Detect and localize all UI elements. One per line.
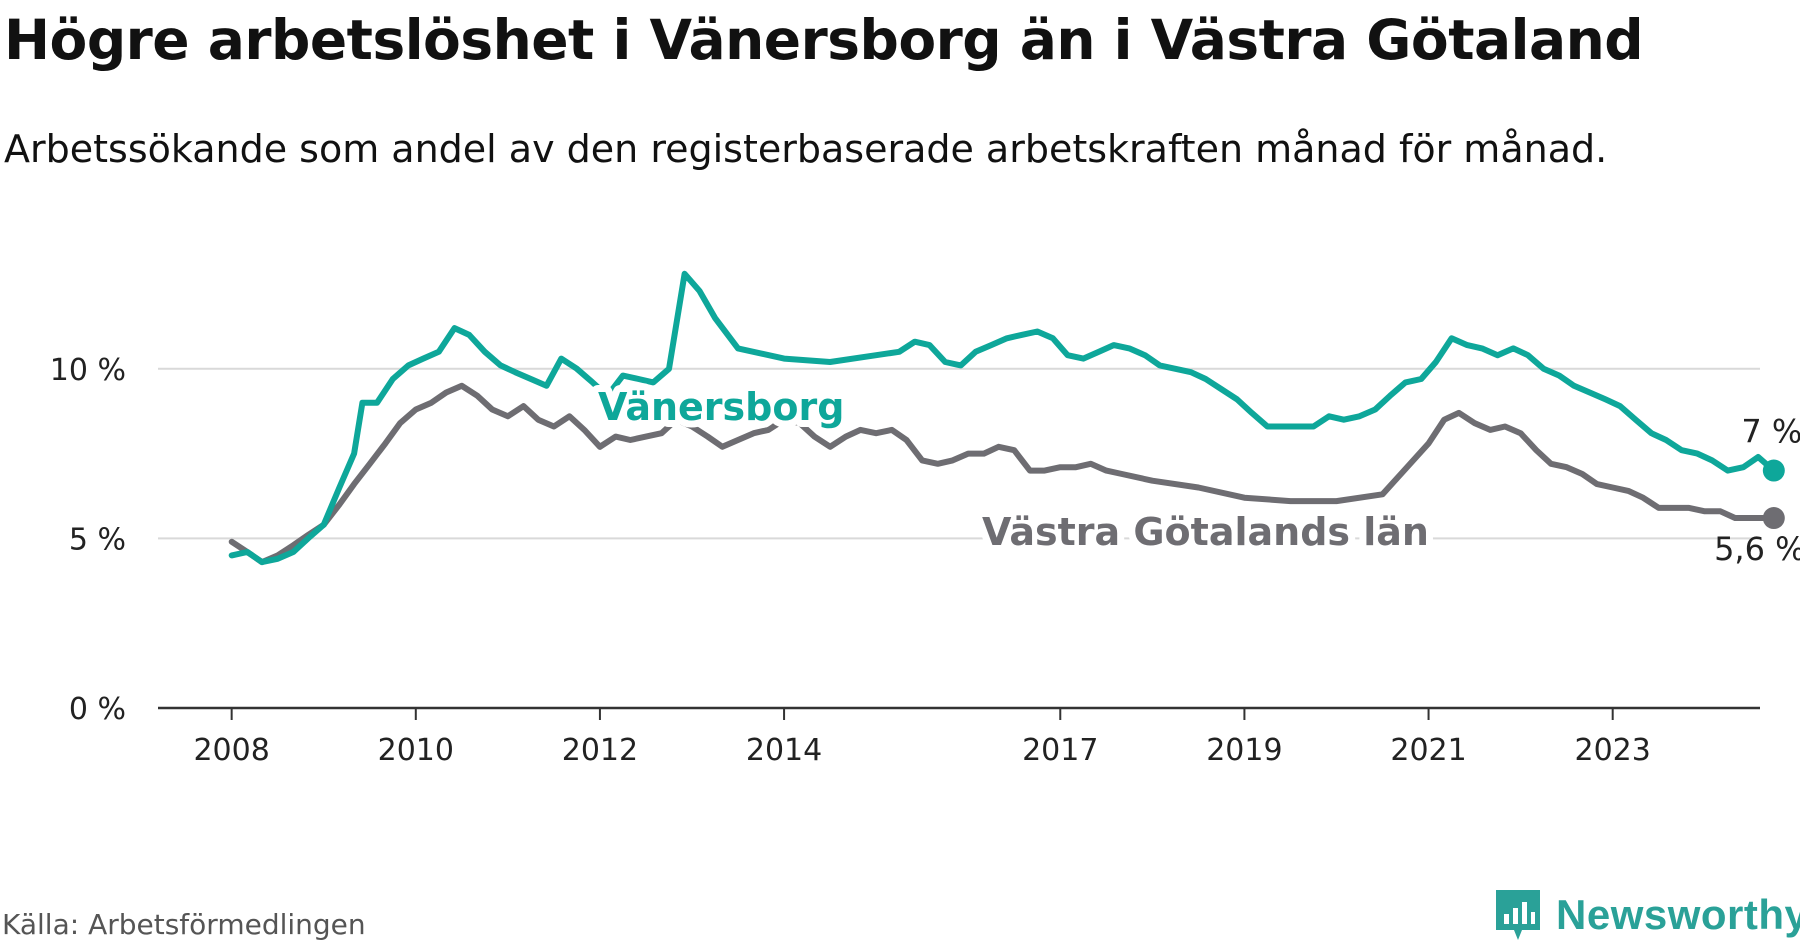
series-end-dot-vastra-gotaland bbox=[1762, 507, 1785, 530]
newsworthy-logo-icon bbox=[1496, 890, 1540, 940]
chart-title: Högre arbetslöshet i Vänersborg än i Väs… bbox=[4, 8, 1644, 72]
series-label-vanersborg-halo: Vänersborg bbox=[598, 385, 844, 429]
series-label-vanersborg: Vänersborg bbox=[598, 385, 844, 429]
chart-subtitle: Arbetssökande som andel av den registerb… bbox=[4, 127, 1608, 171]
y-tick-label: 10 % bbox=[50, 353, 126, 388]
x-tick-label: 2023 bbox=[1575, 733, 1651, 768]
y-axis: 0 % 5 % 10 % bbox=[50, 353, 126, 727]
x-tick-label: 2021 bbox=[1390, 733, 1466, 768]
series-label-vastra-gotaland-halo: Västra Götalands län bbox=[982, 510, 1429, 554]
x-tick-label: 2014 bbox=[746, 733, 822, 768]
x-tick-label: 2008 bbox=[193, 733, 269, 768]
gridlines bbox=[158, 367, 1760, 540]
x-tick-label: 2017 bbox=[1022, 733, 1098, 768]
y-tick-label: 5 % bbox=[69, 522, 126, 557]
series-end-dot-vanersborg bbox=[1762, 459, 1785, 482]
brand-name: Newsworthy bbox=[1556, 891, 1800, 938]
x-tick-label: 2019 bbox=[1206, 733, 1282, 768]
series-line-vanersborg bbox=[228, 270, 1777, 566]
series-line-vastra-gotaland bbox=[228, 382, 1777, 566]
x-tick-label: 2012 bbox=[562, 733, 638, 768]
y-tick-label: 0 % bbox=[69, 692, 126, 727]
x-axis: 2008 2010 2012 2014 2017 2019 2021 2023 bbox=[158, 706, 1760, 768]
x-tick-label: 2010 bbox=[378, 733, 454, 768]
series-label-vastra-gotaland: Västra Götalands län bbox=[982, 510, 1429, 554]
series-lines bbox=[228, 270, 1785, 566]
end-label-vastra-gotaland: 5,6 % bbox=[1714, 530, 1800, 568]
end-label-vanersborg: 7 % bbox=[1741, 413, 1800, 451]
brand-logo: Newsworthy bbox=[1492, 886, 1800, 944]
source-note: Källa: Arbetsförmedlingen bbox=[2, 908, 366, 941]
